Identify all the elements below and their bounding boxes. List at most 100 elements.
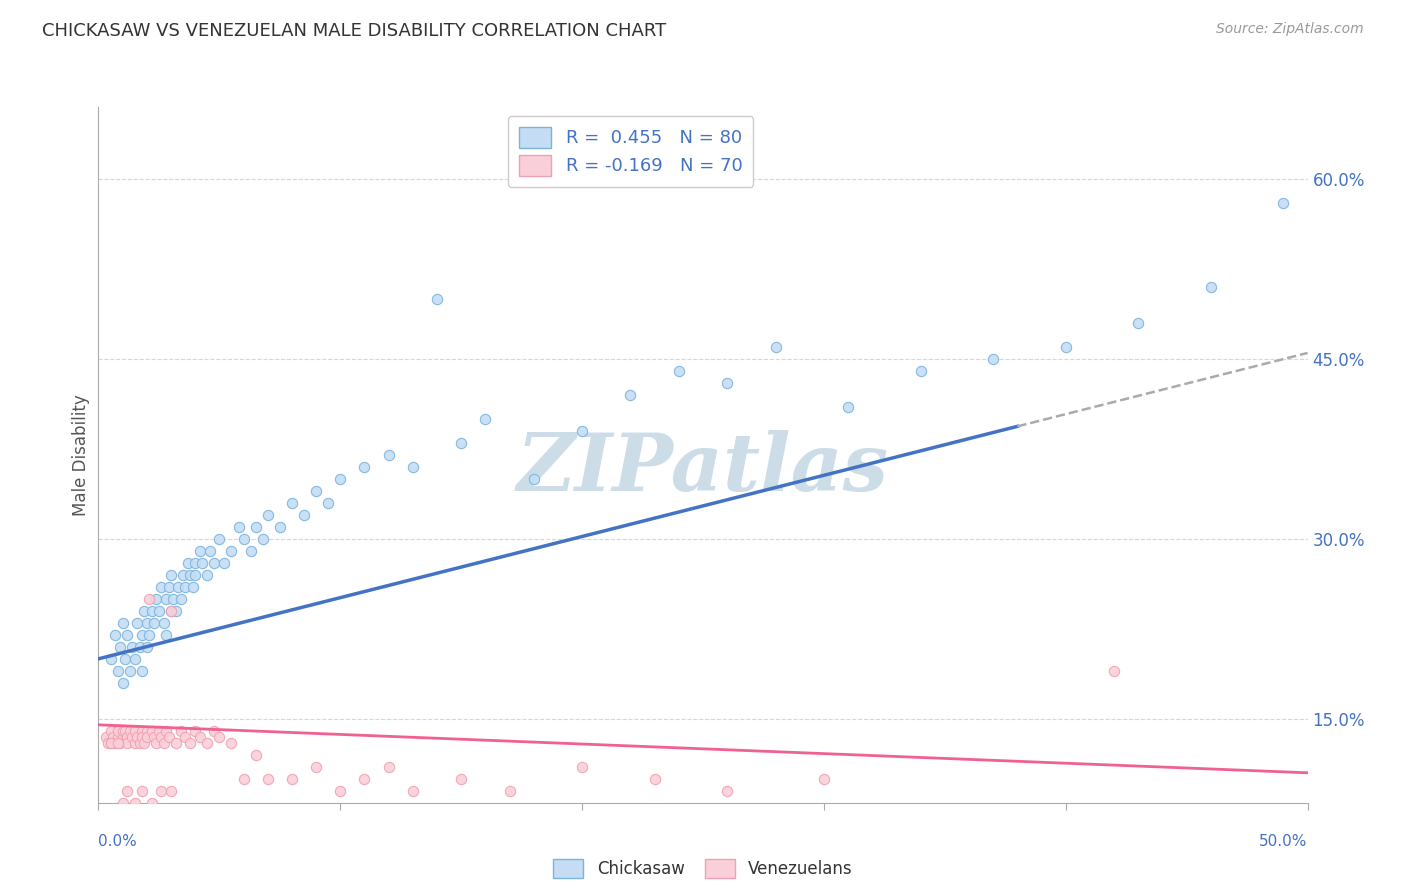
Point (316, 496, 339, 510)
Point (127, 615, 149, 630)
Point (256, 772, 278, 786)
Point (118, 664, 141, 678)
Point (174, 730, 197, 744)
Point (195, 567, 218, 582)
Point (208, 532, 231, 546)
Point (138, 628, 160, 642)
Point (523, 472, 546, 486)
Point (188, 544, 211, 558)
Point (145, 591, 167, 606)
Point (169, 723, 191, 738)
Point (117, 784, 139, 798)
Point (172, 567, 194, 582)
Point (571, 424, 593, 438)
Point (644, 772, 666, 786)
Point (174, 580, 197, 594)
Point (292, 508, 315, 522)
Point (232, 532, 254, 546)
Point (167, 580, 190, 594)
Point (1199, 280, 1222, 294)
Point (124, 652, 146, 666)
Point (619, 388, 641, 402)
Point (135, 640, 157, 654)
Point (111, 723, 134, 738)
Point (212, 556, 235, 570)
Point (269, 520, 291, 534)
Point (228, 520, 250, 534)
Point (157, 730, 180, 744)
Point (107, 730, 129, 744)
Point (150, 580, 173, 594)
Point (305, 760, 328, 774)
Point (100, 723, 122, 738)
Point (141, 604, 163, 618)
Point (402, 459, 425, 474)
Point (204, 556, 226, 570)
Point (155, 723, 177, 738)
Point (117, 628, 139, 642)
Text: CHICKASAW VS VENEZUELAN MALE DISABILITY CORRELATION CHART: CHICKASAW VS VENEZUELAN MALE DISABILITY … (42, 22, 666, 40)
Point (981, 351, 1004, 366)
Point (450, 772, 472, 786)
Point (134, 604, 156, 618)
Point (450, 436, 472, 450)
Point (118, 723, 141, 738)
Point (239, 544, 262, 558)
Point (152, 615, 174, 630)
Point (131, 730, 153, 744)
Point (124, 723, 146, 738)
Point (131, 723, 153, 738)
Point (104, 736, 127, 750)
Point (117, 730, 139, 744)
Point (910, 364, 932, 378)
Point (107, 736, 129, 750)
Point (204, 723, 226, 738)
Point (353, 772, 375, 786)
Point (377, 760, 399, 774)
Point (426, 292, 449, 306)
Legend: Chickasaw, Venezuelans: Chickasaw, Venezuelans (547, 853, 859, 885)
Point (1054, 340, 1077, 354)
Point (128, 640, 150, 654)
Point (188, 730, 211, 744)
Point (1272, 196, 1295, 211)
Point (124, 736, 146, 750)
Point (135, 723, 157, 738)
Point (195, 736, 218, 750)
Point (716, 376, 738, 390)
Point (107, 664, 129, 678)
Point (329, 784, 352, 798)
Point (148, 604, 170, 618)
Point (145, 736, 167, 750)
Point (107, 723, 129, 738)
Point (141, 723, 163, 738)
Text: 0.0%: 0.0% (98, 834, 138, 849)
Text: ZIPatlas: ZIPatlas (517, 430, 889, 508)
Point (121, 640, 143, 654)
Text: 50.0%: 50.0% (1260, 834, 1308, 849)
Point (150, 784, 173, 798)
Point (124, 796, 146, 810)
Point (668, 364, 690, 378)
Point (111, 676, 134, 690)
Point (108, 640, 131, 654)
Point (181, 580, 204, 594)
Point (571, 760, 593, 774)
Point (329, 472, 352, 486)
Point (143, 730, 166, 744)
Point (716, 784, 738, 798)
Point (221, 736, 243, 750)
Point (117, 736, 139, 750)
Point (138, 591, 160, 606)
Y-axis label: Male Disability: Male Disability (72, 394, 90, 516)
Point (160, 784, 183, 798)
Point (184, 556, 207, 570)
Point (97, 736, 120, 750)
Point (498, 784, 520, 798)
Point (837, 400, 859, 414)
Point (191, 556, 214, 570)
Point (155, 591, 177, 606)
Point (131, 664, 153, 678)
Point (101, 730, 124, 744)
Point (402, 784, 425, 798)
